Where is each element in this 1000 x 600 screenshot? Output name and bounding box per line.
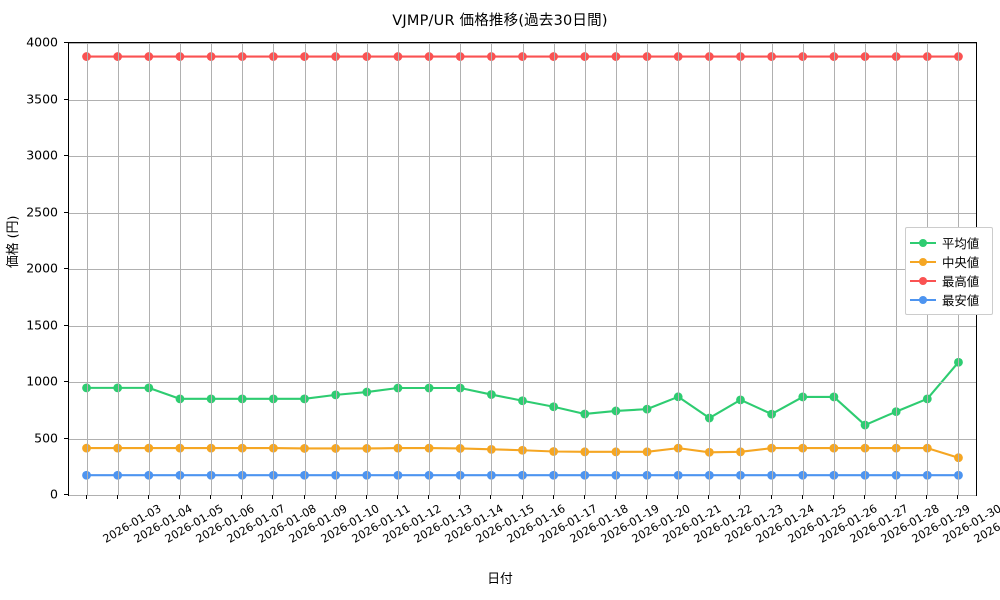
legend-swatch-icon: [910, 274, 936, 288]
gridline-vertical: [615, 43, 617, 495]
gridline-vertical: [335, 43, 337, 495]
x-tick-mark: [739, 495, 741, 499]
x-tick-mark: [116, 495, 118, 499]
x-tick-mark: [428, 495, 430, 499]
x-tick-mark: [583, 495, 585, 499]
legend-label: 最安値: [942, 292, 980, 308]
gridline-vertical: [273, 43, 275, 495]
gridline-vertical: [211, 43, 213, 495]
gridline-vertical: [179, 43, 181, 495]
y-tick-label: 2500: [26, 204, 58, 219]
y-tick-label: 4000: [26, 34, 58, 50]
gridline-vertical: [522, 43, 524, 495]
y-tick-mark: [64, 98, 68, 100]
legend-item-最安値[interactable]: 最安値: [910, 290, 987, 309]
gridline-vertical: [242, 43, 244, 495]
y-tick-mark: [64, 381, 68, 382]
legend-label: 平均値: [942, 235, 980, 251]
x-tick-mark: [770, 495, 772, 499]
y-tick-label: 500: [34, 430, 58, 445]
x-tick-mark: [895, 495, 897, 499]
x-tick-mark: [614, 495, 616, 499]
legend-item-中央値[interactable]: 中央値: [910, 252, 987, 271]
x-tick-mark: [801, 495, 803, 499]
x-tick-mark: [396, 495, 398, 499]
x-tick-mark: [178, 495, 180, 499]
gridline-vertical: [896, 43, 898, 495]
chart-legend: 平均値中央値最高値最安値: [905, 227, 993, 315]
gridline-vertical: [460, 43, 462, 495]
y-tick-label: 3500: [26, 91, 58, 106]
x-tick-mark: [926, 495, 928, 499]
plot-area: [68, 42, 977, 496]
y-tick-label: 0: [50, 486, 58, 502]
y-tick-label: 2000: [26, 260, 58, 276]
x-tick-mark: [272, 495, 274, 499]
gridline-vertical: [86, 43, 88, 495]
gridline-vertical: [709, 43, 711, 495]
gridline-vertical: [366, 43, 368, 495]
x-tick-mark: [241, 495, 243, 499]
x-tick-mark: [210, 495, 212, 499]
y-tick-mark: [64, 324, 68, 326]
gridline-vertical: [148, 43, 150, 495]
y-tick-label: 3000: [26, 147, 58, 163]
x-tick-mark: [365, 495, 367, 499]
y-tick-mark: [64, 437, 68, 439]
legend-label: 中央値: [942, 254, 980, 270]
y-tick-mark: [64, 211, 68, 213]
x-tick-mark: [85, 495, 87, 499]
gridline-vertical: [553, 43, 555, 495]
legend-swatch-icon: [910, 236, 936, 250]
x-tick-mark: [708, 495, 710, 499]
gridline-horizontal: [69, 495, 976, 496]
gridline-vertical: [740, 43, 742, 495]
gridline-vertical: [647, 43, 649, 495]
y-tick-mark: [64, 155, 68, 156]
gridline-vertical: [117, 43, 119, 495]
x-tick-mark: [646, 495, 648, 499]
gridline-vertical: [802, 43, 804, 495]
chart-title: VJMP/UR 価格推移(過去30日間): [392, 13, 608, 29]
gridline-vertical: [491, 43, 493, 495]
gridline-vertical: [865, 43, 867, 495]
y-tick-mark: [64, 268, 68, 269]
x-tick-mark: [147, 495, 149, 499]
gridline-vertical: [833, 43, 835, 495]
legend-swatch-icon: [910, 255, 936, 269]
x-tick-mark: [521, 495, 523, 499]
x-tick-mark: [864, 495, 866, 499]
legend-item-平均値[interactable]: 平均値: [910, 233, 987, 252]
y-tick-label: 1000: [26, 373, 58, 389]
legend-item-最高値[interactable]: 最高値: [910, 271, 987, 290]
gridline-vertical: [304, 43, 306, 495]
y-tick-label: 1500: [26, 317, 58, 332]
y-tick-mark: [64, 42, 68, 43]
gridline-vertical: [678, 43, 680, 495]
gridline-vertical: [429, 43, 431, 495]
x-tick-mark: [957, 495, 959, 499]
x-tick-mark: [832, 495, 834, 499]
y-tick-mark: [64, 494, 68, 495]
gridline-vertical: [771, 43, 773, 495]
x-tick-mark: [334, 495, 336, 499]
x-tick-mark: [490, 495, 492, 499]
gridline-vertical: [584, 43, 586, 495]
x-tick-mark: [459, 495, 461, 499]
x-tick-mark: [677, 495, 679, 499]
legend-swatch-icon: [910, 293, 936, 307]
gridline-vertical: [397, 43, 399, 495]
x-tick-mark: [303, 495, 305, 499]
legend-label: 最高値: [942, 273, 980, 289]
x-axis-label: 日付: [487, 572, 513, 587]
x-tick-mark: [552, 495, 554, 499]
